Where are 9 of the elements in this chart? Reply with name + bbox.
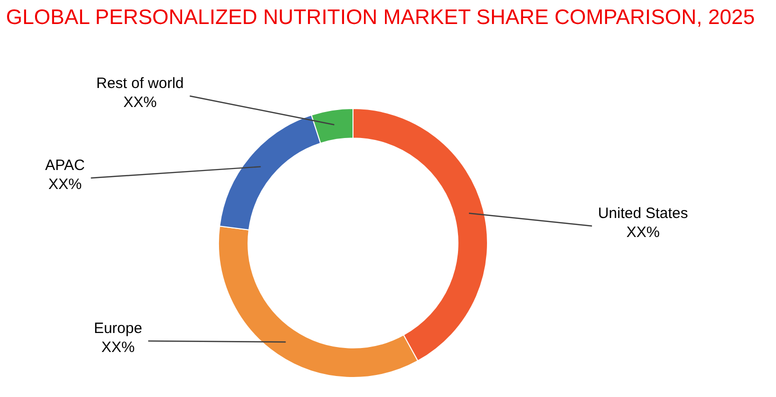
data-label: XX% [48,176,82,193]
slice-label: Rest of world [96,75,184,92]
data-label: XX% [123,94,157,111]
slice-label: United States [598,205,688,222]
slice-label: Europe [94,320,142,337]
data-label: XX% [626,224,660,241]
chart-title: GLOBAL PERSONALIZED NUTRITION MARKET SHARE COMPARISON, 2025 [6,6,755,30]
slice-label: APAC [45,157,86,174]
data-label: XX% [101,339,135,356]
